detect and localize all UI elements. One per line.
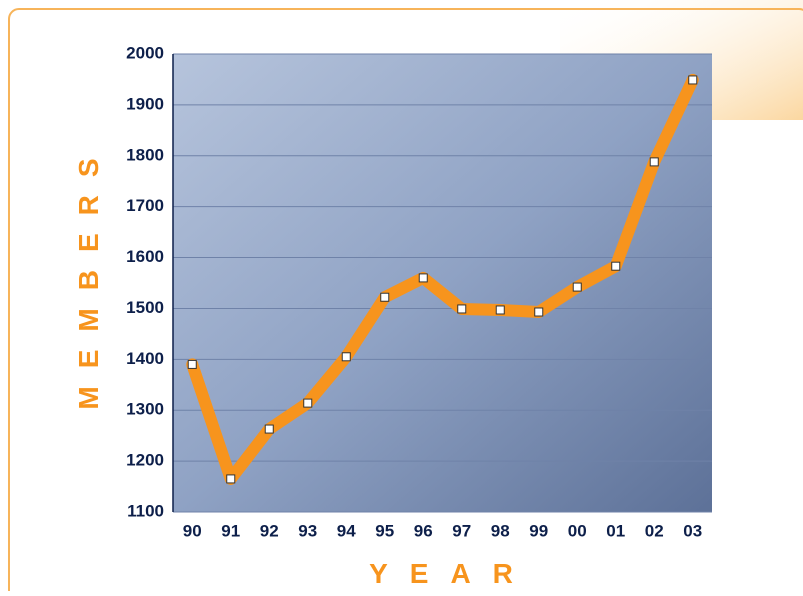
y-tick-label: 1500 (126, 298, 164, 317)
x-tick-label: 01 (606, 521, 625, 540)
y-tick-label: 1600 (126, 247, 164, 266)
y-tick-label: 1400 (126, 349, 164, 368)
x-tick-label: 99 (529, 521, 548, 540)
chart: MEMBERS YEAR 1100 1200 1300 1400 1500 1600 170… (0, 0, 803, 591)
y-tick-label: 1200 (126, 451, 164, 470)
y-tick-label: 1800 (126, 145, 164, 164)
x-tick-label: 02 (645, 521, 664, 540)
x-tick-label: 98 (491, 521, 510, 540)
data-point (381, 293, 389, 301)
data-point (304, 399, 312, 407)
data-point (342, 353, 350, 361)
y-tick-label: 1300 (126, 400, 164, 419)
data-point (650, 158, 658, 166)
page: {"chart_data": {"type": "line", "x_label… (0, 0, 803, 591)
data-point (227, 475, 235, 483)
x-tick-label: 91 (221, 521, 240, 540)
data-point (573, 283, 581, 291)
data-point (535, 308, 543, 316)
data-point (612, 262, 620, 270)
x-axis-title: YEAR (369, 558, 535, 589)
data-point (188, 360, 196, 368)
x-tick-label: 92 (260, 521, 279, 540)
data-point (419, 274, 427, 282)
x-tick-label: 03 (683, 521, 702, 540)
y-axis-title: MEMBERS (73, 140, 104, 409)
data-point (265, 425, 273, 433)
data-point (689, 76, 697, 84)
x-tick-label: 96 (414, 521, 433, 540)
x-tick-label: 90 (183, 521, 202, 540)
x-tick-label: 94 (337, 521, 356, 540)
x-tick-label: 95 (375, 521, 394, 540)
y-tick-label: 1100 (127, 501, 164, 520)
x-tick-label: 00 (568, 521, 587, 540)
data-point (458, 305, 466, 313)
x-tick-label: 97 (452, 521, 471, 540)
y-tick-label: 1900 (126, 94, 164, 113)
y-tick-label: 2000 (126, 43, 164, 62)
y-tick-label: 1700 (126, 196, 164, 215)
data-point (496, 306, 504, 314)
x-tick-label: 93 (298, 521, 317, 540)
